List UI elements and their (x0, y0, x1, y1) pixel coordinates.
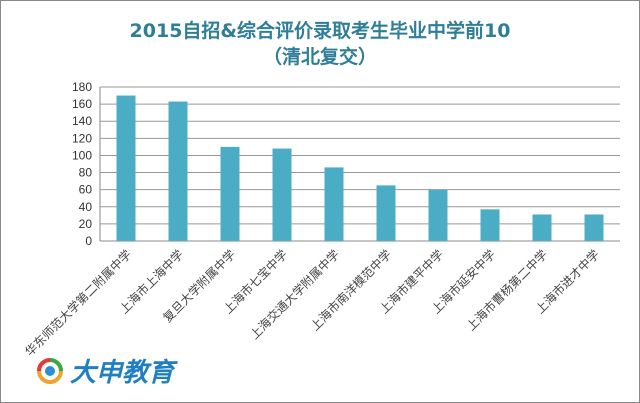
x-tick-label: 上海交通大学附属中学 (247, 247, 342, 342)
bar (220, 146, 240, 241)
y-tick-label: 40 (79, 200, 93, 214)
y-tick-label: 0 (85, 234, 92, 248)
bar (584, 214, 604, 241)
bar (272, 148, 292, 241)
bar (116, 95, 136, 241)
y-tick-label: 80 (79, 166, 93, 180)
y-tick-label: 160 (72, 97, 92, 111)
bar (532, 214, 552, 241)
y-tick-label: 20 (79, 217, 93, 231)
chart-subtitle: （清北复交） (262, 46, 377, 68)
y-tick-label: 140 (72, 114, 92, 128)
logo-text: 大申教育 (70, 358, 175, 388)
bar (324, 167, 344, 241)
bar (376, 185, 396, 241)
bar (428, 189, 448, 241)
x-tick-label: 华东师范大学第二附属中学 (22, 247, 134, 359)
logo: 大申教育 (36, 352, 174, 389)
y-tick-label: 120 (72, 131, 92, 145)
y-tick-label: 60 (79, 183, 93, 197)
y-tick-label: 100 (72, 148, 92, 162)
logo-icon (37, 357, 63, 384)
bar (480, 209, 500, 241)
bar (168, 101, 188, 242)
y-tick-label: 180 (72, 80, 92, 94)
chart-title: 2015自招&综合评价录取考生毕业中学前10 (129, 20, 511, 42)
